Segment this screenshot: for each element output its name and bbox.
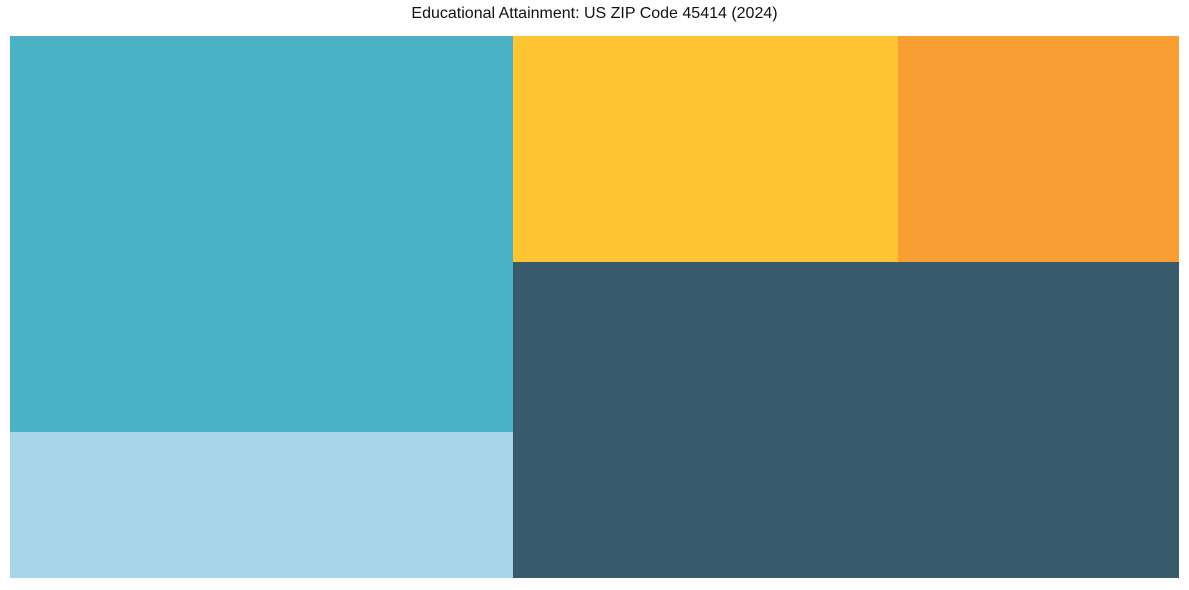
treemap-tile-orange [897, 36, 1179, 262]
chart-title: Educational Attainment: US ZIP Code 4541… [411, 5, 778, 22]
treemap-plot-area [10, 36, 1179, 578]
treemap-tile-yellow [513, 36, 898, 262]
treemap-tile-light-blue [10, 431, 514, 578]
treemap-tile-dark-slate [513, 262, 1179, 578]
treemap-tile-teal [10, 36, 514, 432]
